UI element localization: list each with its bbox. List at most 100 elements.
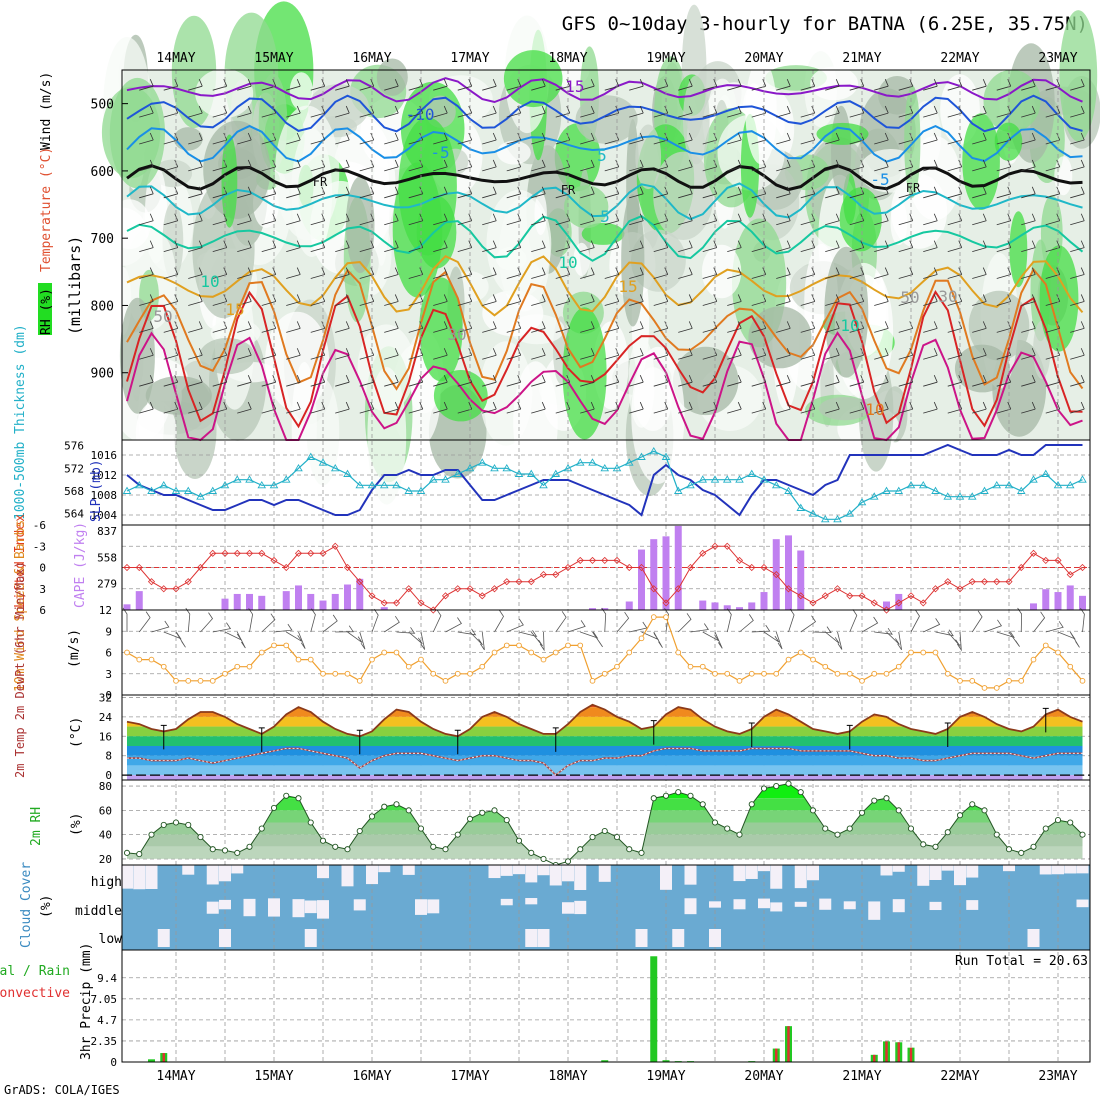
wind-speed-point (369, 656, 375, 663)
wind-barb (212, 240, 228, 253)
surface-wind-barb (800, 615, 817, 633)
wind-barb (482, 240, 497, 253)
wind-barb (996, 105, 1012, 118)
wind-barb (947, 79, 963, 91)
li-point (907, 592, 915, 600)
rh-point (748, 801, 755, 808)
thickness-point (477, 458, 487, 466)
li-point (882, 606, 891, 614)
rh-point (626, 846, 633, 853)
wind-tick-label: 9 (105, 625, 112, 638)
minmax-errorbar (552, 727, 559, 752)
precip-tick-label: 9.4 (97, 972, 117, 985)
wind-barb (237, 321, 252, 333)
wind-barb (874, 213, 889, 226)
li-point (613, 556, 621, 564)
wind-barb (825, 132, 840, 145)
temp-band (127, 775, 1083, 780)
surface-wind-barb (824, 631, 840, 644)
wind-barb (580, 401, 595, 414)
li-point (184, 578, 192, 586)
wind-barb (237, 79, 252, 91)
wind-barb (1070, 321, 1085, 333)
cloud-middle-gap (843, 901, 856, 910)
cloud-middle-gap (525, 898, 538, 905)
temp-tick-label: 8 (105, 750, 112, 763)
li-point (196, 563, 205, 572)
wind-barb (923, 132, 938, 145)
precip-ylabel-total: Total / Rain (0, 964, 70, 979)
cape-bar (1054, 592, 1062, 610)
wind-barb (531, 294, 546, 306)
wind-barb (457, 267, 473, 279)
cloud-low-gap (304, 929, 317, 947)
precip-tick-label: 2.35 (91, 1035, 118, 1048)
li-point (368, 592, 376, 600)
wind-barb (825, 375, 840, 387)
wind-speed-point (307, 656, 314, 663)
rh-point (221, 847, 229, 854)
rh-point (785, 780, 792, 787)
li-tick-label: -3 (33, 540, 46, 553)
temp-line (126, 703, 1083, 738)
wind-barb (776, 186, 791, 199)
thickness-point (306, 452, 316, 460)
wind-barb (482, 294, 497, 306)
wind-barb (286, 132, 301, 145)
rh-point (172, 819, 180, 826)
minmax-errorbar (846, 724, 853, 750)
cloud-high-gap (1003, 865, 1015, 872)
cloud-high-gap (500, 865, 513, 876)
wind-barb (776, 240, 791, 253)
isotherm-label: -15 (556, 77, 585, 96)
li-tick-label: 6 (39, 604, 46, 617)
rh-point (209, 846, 216, 853)
thickness-point (355, 480, 365, 489)
date-label-top: 14MAY (156, 51, 195, 66)
surface-wind-barb (702, 631, 719, 642)
cape-bar (638, 549, 645, 610)
wind-barb (237, 159, 252, 172)
cape-tick-label: 558 (97, 551, 117, 564)
cloud-high-gap (219, 865, 231, 882)
cloud-high-gap (880, 865, 893, 876)
thickness-point (428, 475, 438, 483)
surface-wind-barb (310, 608, 316, 633)
rh-shade-cell (289, 72, 313, 111)
rh-shade-cell (816, 122, 869, 145)
surface-wind-barb (592, 631, 603, 648)
wind-barb (629, 79, 644, 91)
wind-speed-point (393, 649, 400, 656)
thickness-point (281, 475, 291, 483)
wind-speed-point (785, 656, 792, 663)
rh-shade-cell (221, 134, 238, 228)
thickness-point (1078, 475, 1087, 483)
wind-barb (163, 79, 179, 91)
rh-shade-cell (398, 117, 457, 256)
cape-bar (135, 591, 143, 610)
wind-barb (482, 132, 497, 145)
wind-barb (555, 105, 571, 118)
wind-barb (776, 401, 791, 414)
wind-barb (237, 240, 252, 253)
rh-shade-cell (621, 194, 645, 327)
li-point (662, 599, 670, 607)
cloud-high-gap (549, 865, 562, 886)
wind-barb (604, 240, 620, 253)
temp-band (127, 704, 1083, 708)
wind-speed-point (846, 670, 853, 677)
surface-wind-barb (897, 631, 902, 651)
rh-point (528, 849, 535, 856)
wind-speed-point (1030, 656, 1037, 663)
wind-barb (580, 294, 595, 306)
li-point (294, 549, 303, 557)
thickness-point (833, 514, 842, 523)
rh-shade-cell (818, 397, 870, 421)
wind-speed-point (442, 677, 449, 684)
li-point (392, 599, 401, 607)
upper-tick-label: 800 (91, 299, 114, 314)
rh-point (417, 825, 425, 832)
wind-barb (580, 105, 595, 118)
isotherm-line (126, 164, 1083, 192)
thickness-point (661, 452, 671, 460)
